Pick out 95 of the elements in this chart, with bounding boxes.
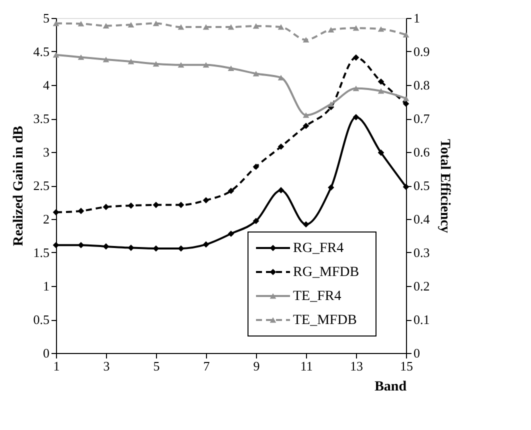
point xyxy=(252,218,260,224)
point xyxy=(402,184,410,190)
point xyxy=(202,241,210,248)
point xyxy=(328,184,334,191)
x-tick-label: 15 xyxy=(400,358,413,374)
point xyxy=(352,54,360,61)
point xyxy=(328,26,334,32)
point xyxy=(128,244,134,251)
y-tick-label: 1.5 xyxy=(33,245,50,260)
point xyxy=(52,242,60,248)
point xyxy=(102,204,110,210)
y2-tick-label: 0.6 xyxy=(414,144,430,160)
point xyxy=(228,188,234,194)
point xyxy=(152,245,160,252)
point xyxy=(302,122,310,130)
x-tick-label: 9 xyxy=(253,358,260,374)
legend-label: RG_FR4 xyxy=(293,241,344,256)
point xyxy=(78,54,84,60)
y-tick-label: 0 xyxy=(43,346,50,360)
point xyxy=(228,230,234,237)
x-tick-label: 11 xyxy=(300,358,313,374)
point xyxy=(78,208,84,214)
y2-tick-label: 0 xyxy=(414,346,420,360)
point xyxy=(102,56,110,62)
point xyxy=(328,101,334,107)
point xyxy=(352,25,360,31)
point xyxy=(102,22,110,28)
point xyxy=(302,221,310,228)
point xyxy=(228,66,234,71)
point xyxy=(52,52,60,58)
point xyxy=(52,20,60,26)
legend-label: RG_MFDB xyxy=(293,265,360,280)
point xyxy=(302,112,310,118)
x-tick-label: 5 xyxy=(153,358,160,374)
y2-tick-label: 0.7 xyxy=(414,111,430,126)
point xyxy=(402,100,410,107)
y2-tick-label: 0.2 xyxy=(414,278,430,294)
point xyxy=(128,202,134,209)
point xyxy=(252,164,260,170)
point xyxy=(152,61,160,67)
point xyxy=(228,24,234,30)
x-tick-label: 13 xyxy=(350,358,363,374)
y2-tick-label: 0.9 xyxy=(414,44,430,59)
legend-label: TE_MFDB xyxy=(293,313,357,328)
point xyxy=(178,245,184,252)
point xyxy=(78,242,84,248)
y2-tick-label: 0.8 xyxy=(414,78,430,92)
point xyxy=(152,20,160,26)
point xyxy=(252,23,260,29)
point xyxy=(402,96,410,102)
x-tick-label: 1 xyxy=(53,358,60,374)
point xyxy=(302,37,310,43)
point xyxy=(78,20,84,26)
point xyxy=(52,209,60,216)
point xyxy=(402,32,410,38)
y-tick-label: 4 xyxy=(43,78,50,92)
y2-axis-title: Total Efficiency xyxy=(436,139,452,233)
point xyxy=(378,26,384,32)
point xyxy=(178,24,184,30)
y-tick-label: 5 xyxy=(43,10,50,26)
y-tick-label: 3.5 xyxy=(33,111,50,126)
point xyxy=(152,202,160,208)
y-tick-label: 2.5 xyxy=(33,178,50,193)
point xyxy=(128,22,134,28)
point xyxy=(352,86,360,92)
point xyxy=(202,62,210,68)
point xyxy=(102,243,110,250)
point xyxy=(278,143,284,150)
point xyxy=(128,58,134,64)
x-tick-label: 3 xyxy=(103,358,110,374)
y2-tick-label: 0.3 xyxy=(414,245,430,260)
point xyxy=(178,202,184,208)
point xyxy=(378,150,384,156)
y-tick-label: 4.5 xyxy=(33,44,50,59)
y-tick-label: 1 xyxy=(43,278,50,294)
point xyxy=(202,24,210,30)
x-axis-title: Band xyxy=(374,380,407,394)
point xyxy=(352,114,360,120)
y2-tick-label: 0.4 xyxy=(414,212,430,226)
point xyxy=(252,70,260,76)
point xyxy=(378,78,384,85)
legend-label: TE_FR4 xyxy=(293,289,342,304)
point xyxy=(378,88,384,94)
y2-tick-label: 1 xyxy=(414,10,420,26)
y-axis-title: Realized Gain in dB xyxy=(11,126,26,246)
point xyxy=(202,197,210,204)
y-tick-label: 2 xyxy=(43,212,50,226)
y-tick-label: 3 xyxy=(43,144,50,160)
y2-tick-label: 0.1 xyxy=(414,312,430,327)
y2-tick-label: 0.5 xyxy=(414,178,430,193)
y-tick-label: 0.5 xyxy=(33,312,50,327)
x-tick-label: 7 xyxy=(203,358,210,374)
point xyxy=(278,187,284,194)
point xyxy=(178,62,184,68)
point xyxy=(278,24,284,30)
